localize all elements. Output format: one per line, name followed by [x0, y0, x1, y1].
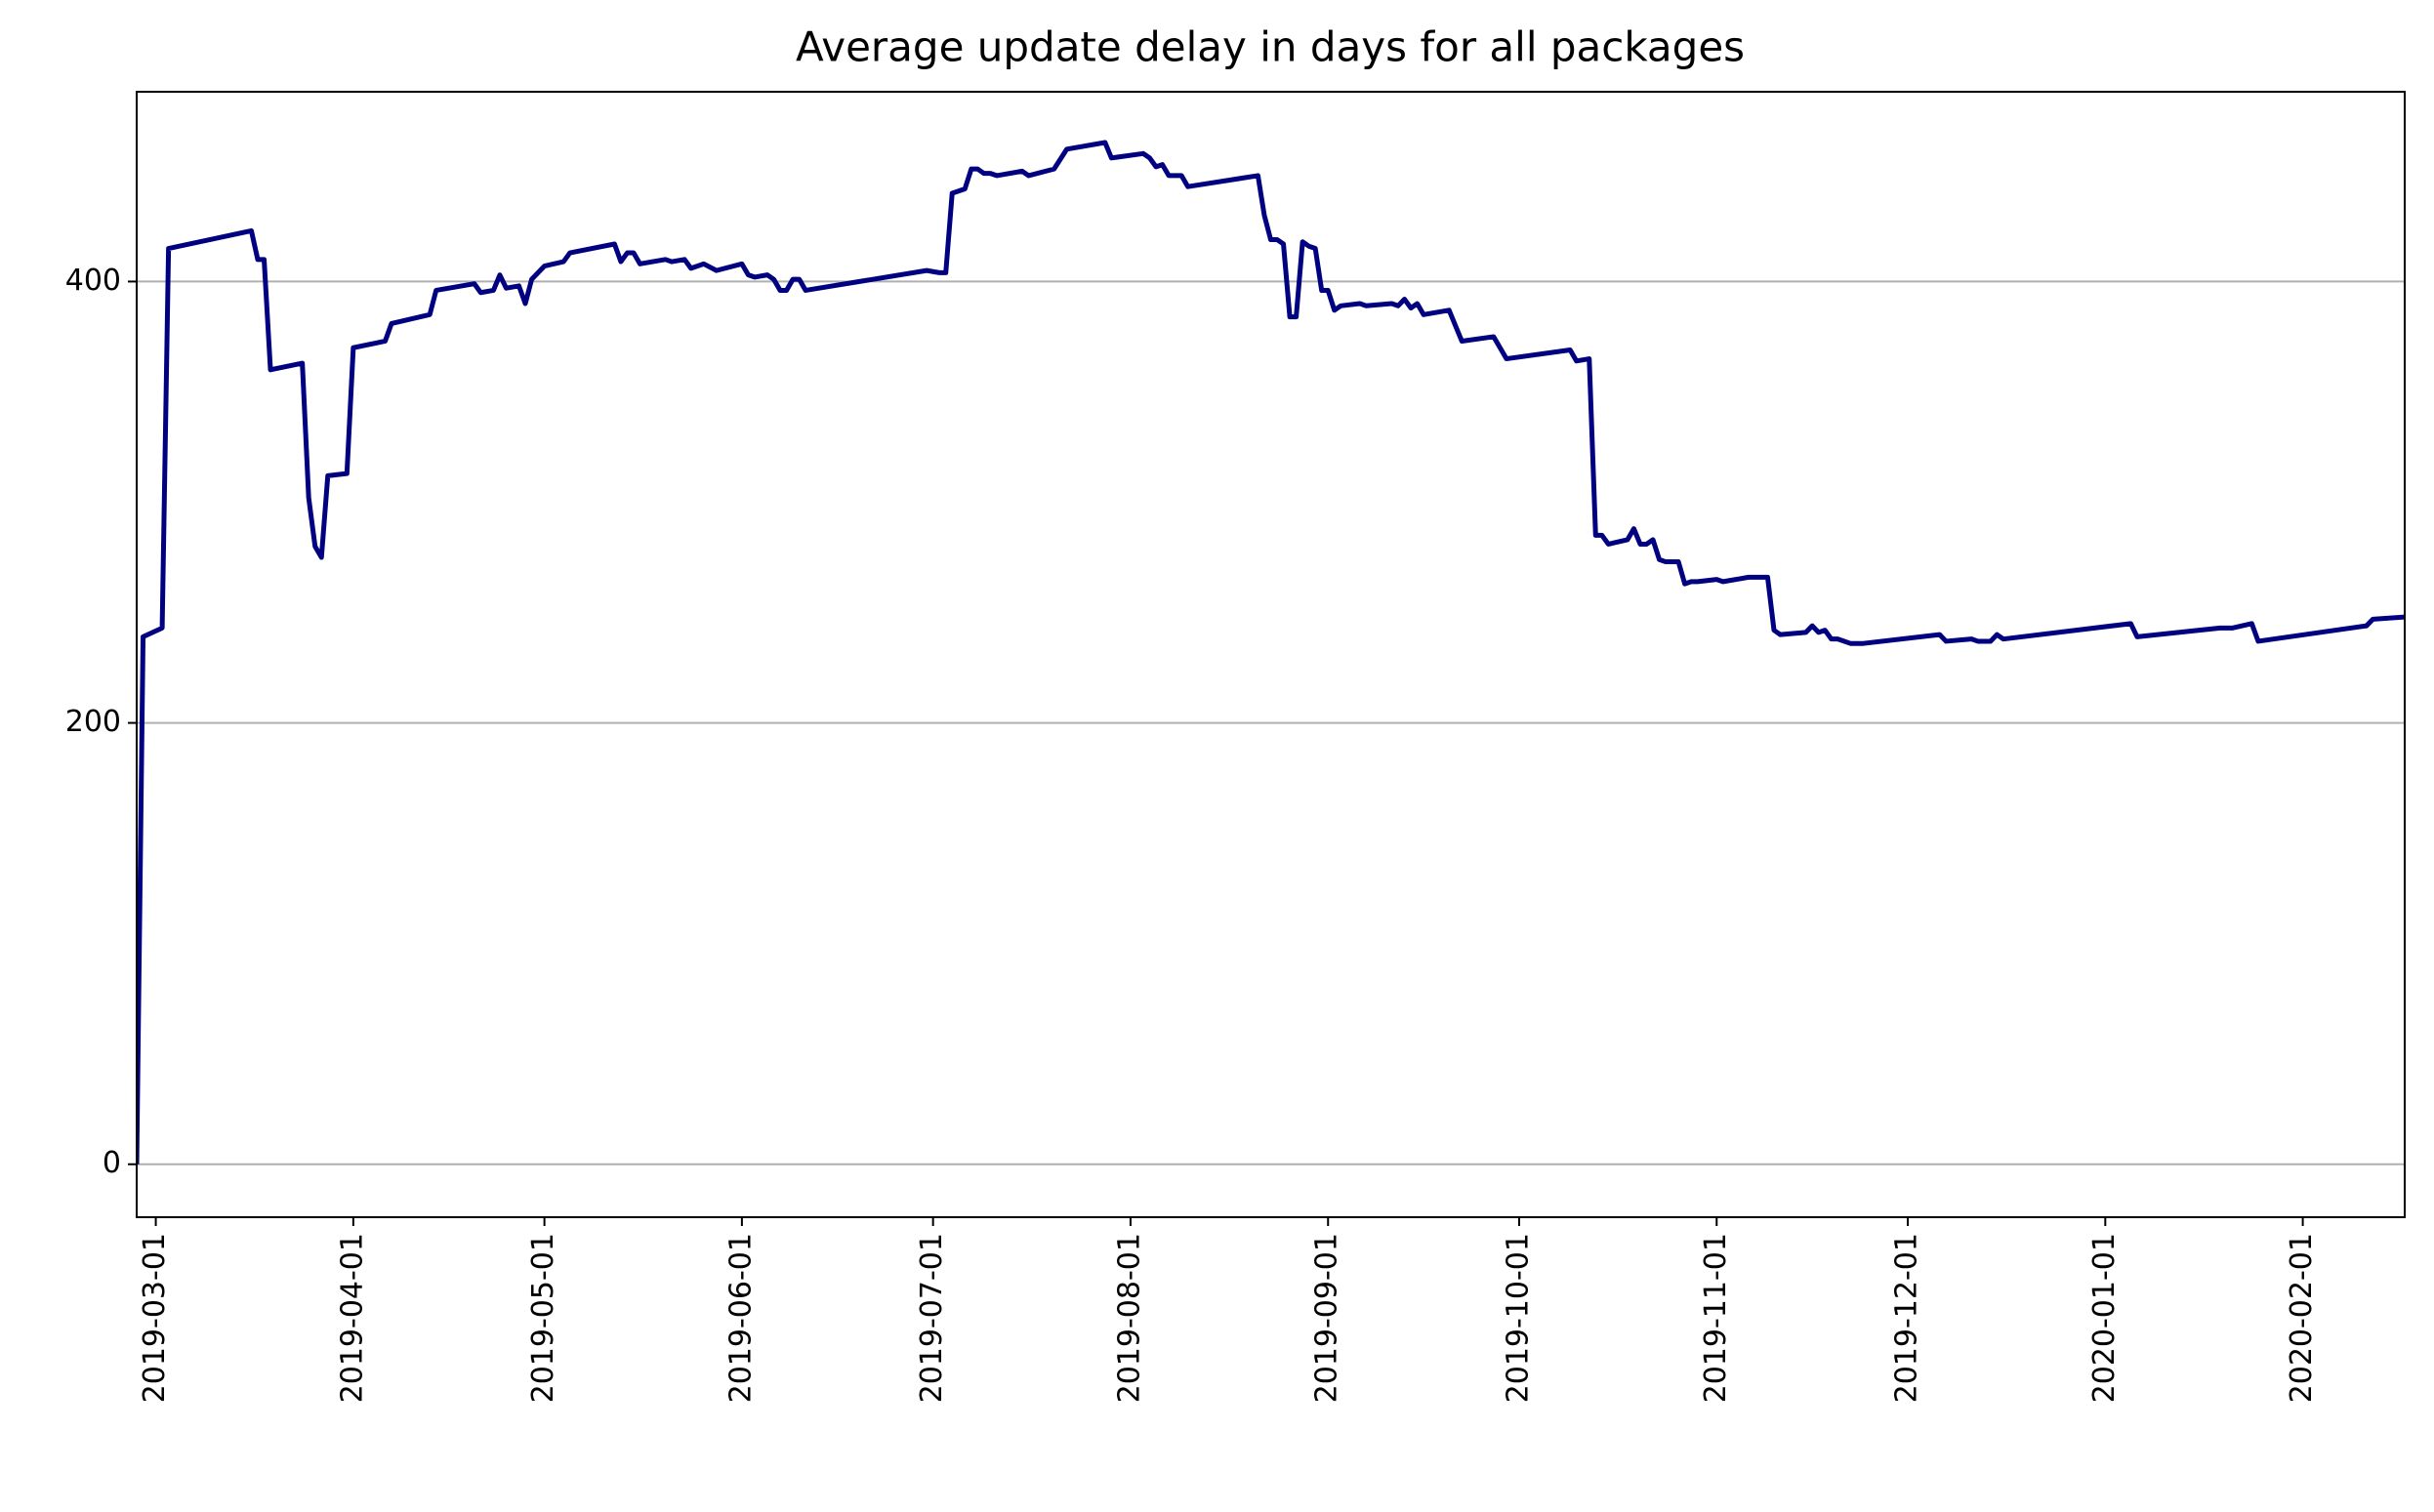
x-tick-label: 2019-04-01: [335, 1233, 369, 1403]
chart-title: Average update delay in days for all pac…: [796, 23, 1745, 71]
x-tick-label: 2019-10-01: [1501, 1233, 1535, 1403]
x-tick-label: 2019-07-01: [915, 1233, 949, 1403]
y-tick-label: 400: [65, 264, 121, 298]
x-tick-label: 2019-03-01: [138, 1233, 172, 1403]
x-tick-label: 2019-12-01: [1890, 1233, 1924, 1403]
x-tick-label: 2019-06-01: [723, 1233, 758, 1403]
x-tick-label: 2019-09-01: [1310, 1233, 1344, 1403]
y-tick-label: 0: [103, 1146, 121, 1180]
plot-frame: [136, 91, 2406, 1218]
x-tick-label: 2020-02-01: [2285, 1233, 2319, 1403]
x-tick-label: 2019-08-01: [1112, 1233, 1146, 1403]
x-tick-label: 2019-11-01: [1699, 1233, 1733, 1403]
data-line: [137, 140, 2405, 1165]
x-tick-label: 2019-05-01: [526, 1233, 560, 1403]
y-tick-label: 200: [65, 705, 121, 739]
x-tick-label: 2020-01-01: [2087, 1233, 2122, 1403]
